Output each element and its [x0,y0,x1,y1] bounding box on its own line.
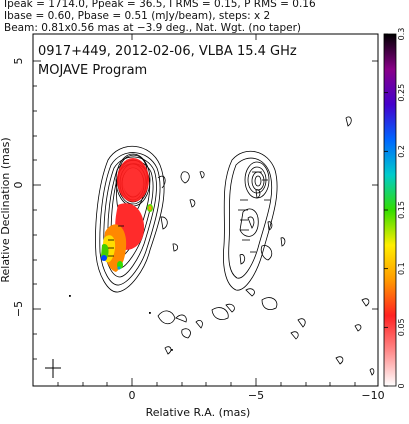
polarization-colormap [101,158,153,272]
noise-contours [157,116,375,376]
noise-dots [69,295,173,351]
y-tick-label-1: 0 [12,182,25,189]
evpa-ticks-right [238,171,270,253]
colorbar-tick-label: 0.15 [397,201,406,219]
beam-marker [45,359,61,378]
colorbar-tick-label: 0 [397,383,406,388]
x-tick-label-0: 0 [129,389,136,402]
colorbar-tick-label: 0.05 [397,318,406,336]
colorbar-tick-label: 0.1 [397,262,406,275]
header-line-1: Ipeak = 1714.0, Ppeak = 36.5, I RMS = 0.… [4,0,316,10]
colorbar-tick-label: 0.2 [397,145,406,158]
y-tick-label-2: −5 [12,301,25,317]
colorbar-ticks: 0 0.05 0.1 0.15 0.2 0.25 0.3 [384,28,406,389]
axis-ticks [33,34,378,386]
x-tick-label-2: −10 [361,389,384,402]
plot-frame [32,33,379,387]
header-line-3: Beam: 0.81x0.56 mas at −3.9 deg., Nat. W… [4,22,302,34]
x-tick-label-1: −5 [248,389,264,402]
colorbar-tick-label: 0.3 [397,28,406,41]
y-axis-label: Relative Declination (mas) [0,137,12,282]
evpa-ticks-left [108,225,124,257]
colorbar-tick-label: 0.25 [397,84,406,102]
header-line-2: Ibase = 0.60, Pbase = 0.51 (mJy/beam), s… [4,10,271,22]
y-tick-label-0: 5 [12,58,25,65]
x-axis-label: Relative R.A. (mas) [146,406,251,419]
plot-title: 0917+449, 2012-02-06, VLBA 15.4 GHz [38,44,297,59]
plot-subtitle: MOJAVE Program [38,63,147,78]
contours-polarization [223,151,286,291]
